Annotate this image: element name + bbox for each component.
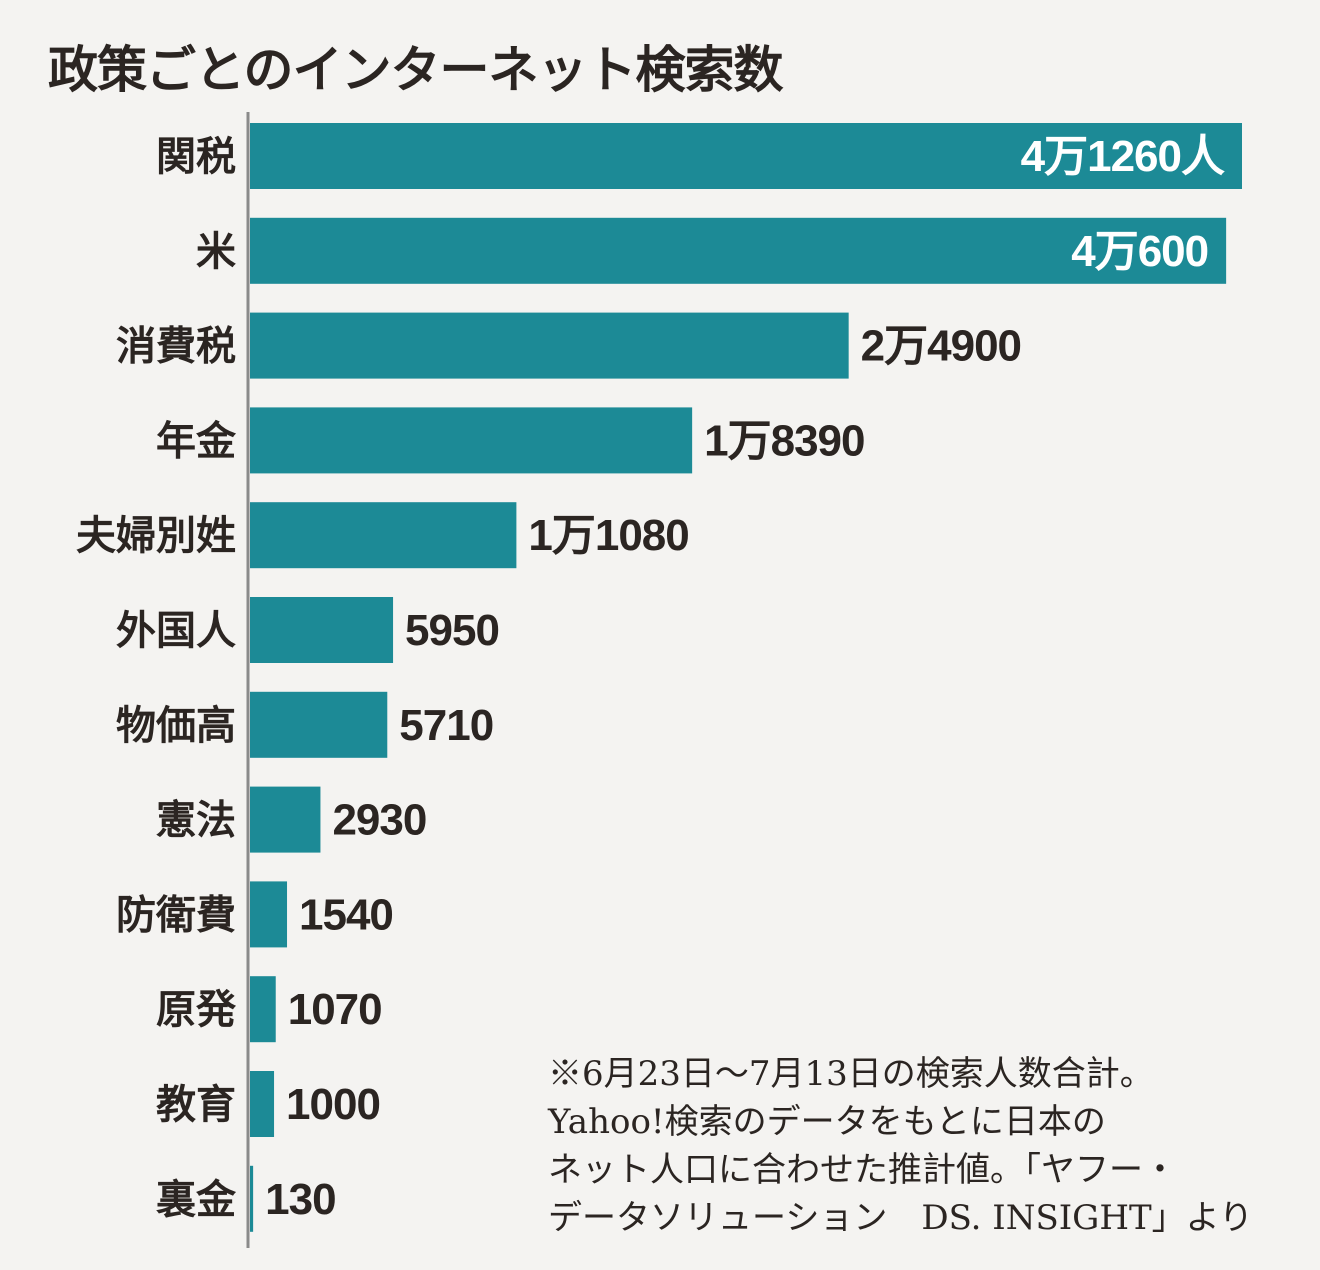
value-label-7: 5710 xyxy=(399,701,493,750)
bar-7 xyxy=(250,691,388,758)
value-label-11: 1000 xyxy=(286,1080,380,1129)
footnote-line-4: データソリューション DS. INSIGHT」より xyxy=(548,1198,1253,1238)
footnote: ※6月23日～7月13日の検索人数合計。 Yahoo!検索のデータをもとに日本の… xyxy=(548,1050,1288,1242)
category-label-11: 教育 xyxy=(156,1082,236,1128)
bar-5 xyxy=(250,502,517,569)
category-label-1: 関税 xyxy=(156,134,236,180)
category-label-2: 米 xyxy=(196,229,236,275)
category-label-8: 憲法 xyxy=(156,798,236,844)
bar-10 xyxy=(250,976,276,1043)
category-label-7: 物価高 xyxy=(116,703,236,749)
value-label-4: 1万8390 xyxy=(704,416,864,465)
category-label-3: 消費税 xyxy=(116,324,236,370)
bar-11 xyxy=(250,1071,275,1137)
value-label-1: 4万1260人 xyxy=(1021,132,1225,181)
value-label-2: 4万600 xyxy=(1071,227,1208,276)
value-label-9: 1540 xyxy=(299,890,393,939)
bar-6 xyxy=(250,597,394,663)
category-label-9: 防衛費 xyxy=(116,892,236,938)
value-label-5: 1万1080 xyxy=(528,511,688,560)
category-label-12: 裏金 xyxy=(156,1177,237,1223)
bar-8 xyxy=(250,786,321,853)
bar-9 xyxy=(250,881,288,948)
value-label-8: 2930 xyxy=(332,796,426,845)
bar-1 xyxy=(250,123,1242,189)
footnote-line-1: ※6月23日～7月13日の検索人数合計。 xyxy=(548,1054,1154,1094)
category-label-10: 原発 xyxy=(156,987,237,1033)
category-label-5: 夫婦別姓 xyxy=(76,513,236,559)
value-label-3: 2万4900 xyxy=(861,322,1021,371)
value-label-10: 1070 xyxy=(288,985,382,1034)
bar-3 xyxy=(250,312,849,379)
category-label-6: 外国人 xyxy=(116,608,236,654)
footnote-line-3: ネット人口に合わせた推計値。「ヤフー・ xyxy=(548,1150,1177,1190)
bar-12 xyxy=(250,1165,254,1232)
category-label-4: 年金 xyxy=(156,418,237,464)
value-label-12: 130 xyxy=(265,1175,335,1224)
footnote-line-2: Yahoo!検索のデータをもとに日本の xyxy=(548,1102,1106,1142)
value-label-6: 5950 xyxy=(405,606,499,655)
bar-2 xyxy=(250,217,1227,284)
chart-title: 政策ごとのインターネット検索数 xyxy=(48,41,783,99)
bar-4 xyxy=(250,407,693,474)
